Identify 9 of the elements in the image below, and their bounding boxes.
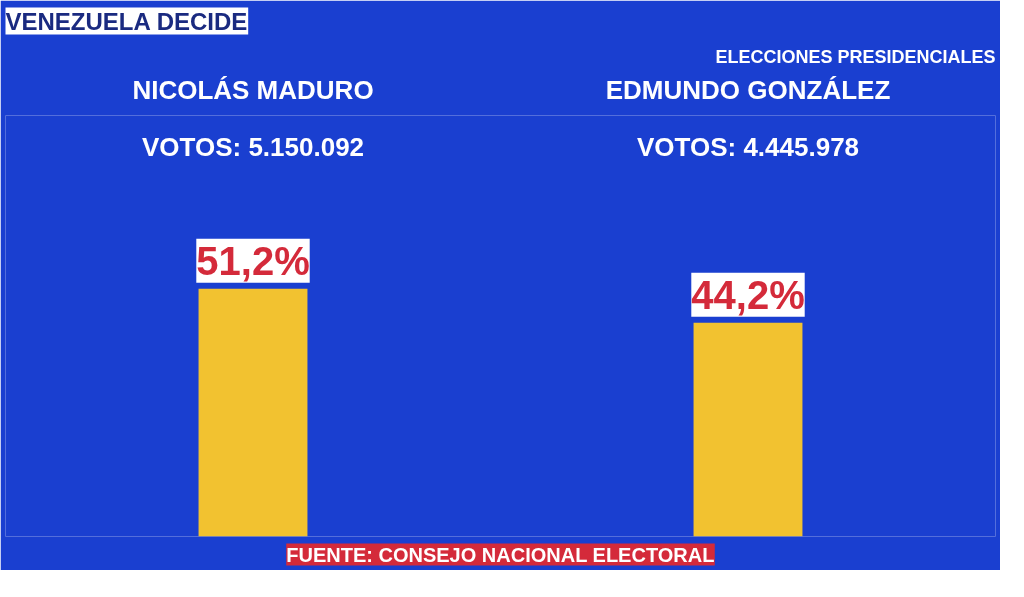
data-label: 44,2% <box>691 272 805 317</box>
data-label: 51,2% <box>196 238 310 283</box>
source-note: FUENTE: CONSEJO NACIONAL ELECTORAL <box>286 543 715 566</box>
text: VOTOS: 5.150.092 <box>141 132 365 163</box>
text: VOTOS: 4.445.978 <box>636 132 860 163</box>
chart-subtitle: ELECCIONES PRESIDENCIALES <box>715 46 996 67</box>
chart-title: VENEZUELA DECIDE <box>5 7 248 35</box>
x-tick-label: NICOLÁS MADURO <box>132 74 374 105</box>
x-tick-label: EDMUNDO GONZÁLEZ <box>605 74 891 105</box>
